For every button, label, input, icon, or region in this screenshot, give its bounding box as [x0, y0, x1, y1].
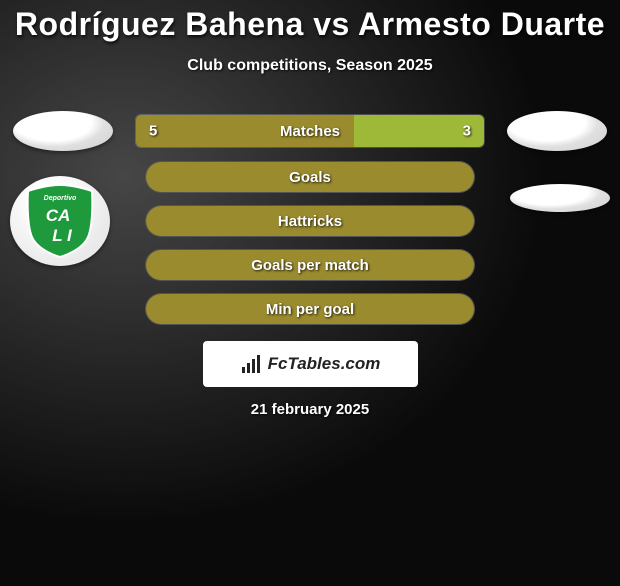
brand-text: FcTables.com [268, 354, 381, 374]
matches-left-value: 5 [149, 123, 157, 140]
matches-bar-label: Matches [280, 123, 340, 140]
stat-row-mpg: Min per goal [145, 293, 475, 325]
club-logo-left: Deportivo CA L I [10, 176, 110, 266]
player-right-badge-2 [510, 184, 610, 212]
club-shield-icon: Deportivo CA L I [20, 183, 100, 259]
stat-row-goals: Goals [145, 161, 475, 193]
player-left-badge [13, 111, 113, 151]
svg-text:Deportivo: Deportivo [44, 195, 77, 202]
matches-bar: 5 Matches 3 [135, 114, 485, 148]
matches-right-value: 3 [463, 123, 471, 140]
page-title: Rodríguez Bahena vs Armesto Duarte [0, 6, 620, 43]
club-logo-circle: Deportivo CA L I [10, 176, 110, 266]
brand-box: FcTables.com [203, 341, 418, 387]
stat-label: Goals per match [251, 257, 369, 274]
page-subtitle: Club competitions, Season 2025 [0, 57, 620, 75]
svg-text:CA: CA [46, 206, 71, 225]
stat-label: Hattricks [278, 213, 342, 230]
svg-text:L I: L I [52, 226, 73, 245]
stat-row-gpm: Goals per match [145, 249, 475, 281]
brand-bars-icon [240, 353, 262, 375]
stat-label: Min per goal [266, 301, 354, 318]
player-right-badge [507, 111, 607, 151]
stat-label: Goals [289, 169, 331, 186]
stat-row-hattricks: Hattricks [145, 205, 475, 237]
footer-date: 21 february 2025 [0, 401, 620, 418]
matches-row: 5 Matches 3 [0, 111, 620, 151]
